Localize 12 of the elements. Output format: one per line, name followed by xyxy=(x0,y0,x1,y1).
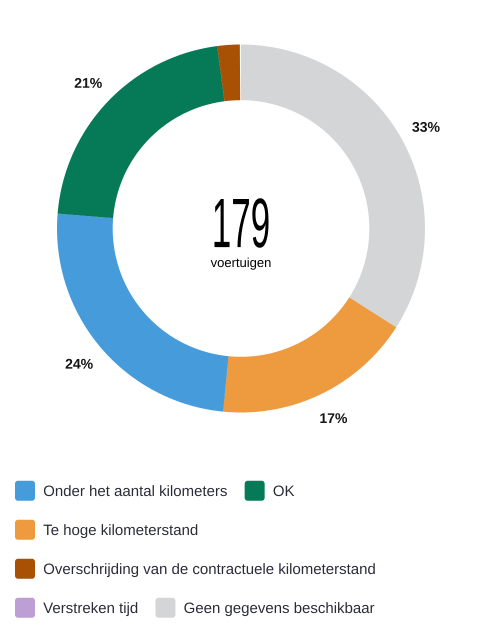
legend-label: Overschrijding van de contractuele kilometerstand xyxy=(44,563,375,578)
text: voertuigen xyxy=(210,258,270,270)
data-label: 33% xyxy=(412,122,440,132)
legend-label: OK xyxy=(274,486,294,496)
data-label: 21% xyxy=(74,78,102,88)
data-label: 24% xyxy=(66,358,93,369)
legend-label: Te hoge kilometerstand xyxy=(44,524,198,538)
legend-label: Verstreken tijd xyxy=(43,602,138,616)
legend-label: Geen gegevens beschikbaar xyxy=(184,602,374,616)
text: 179 xyxy=(214,198,269,248)
data-label: 17% xyxy=(320,413,348,424)
legend-label: Onder het aantal kilometers xyxy=(44,485,227,496)
